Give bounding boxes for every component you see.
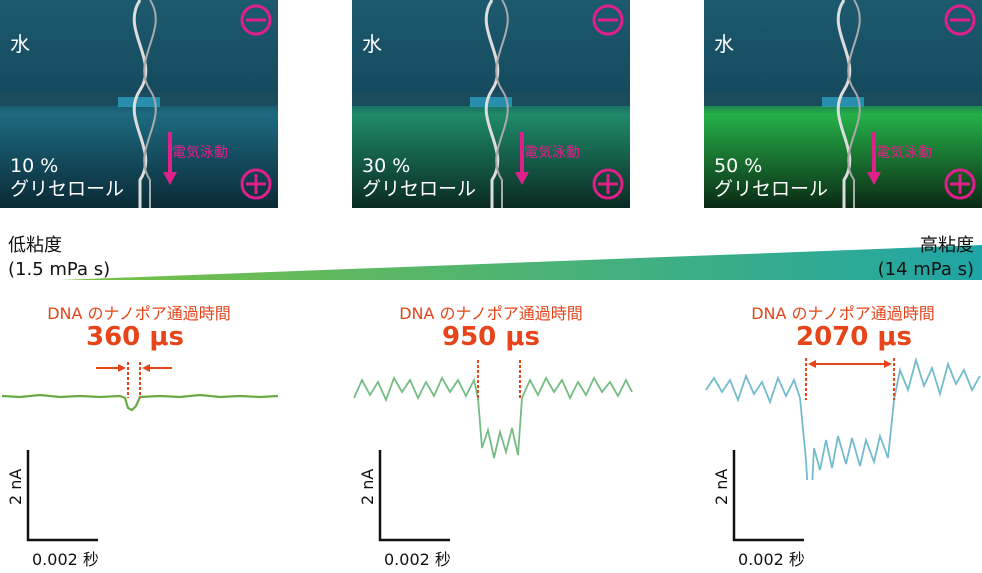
trace-title: DNA のナノポア通過時間 bbox=[751, 304, 935, 323]
panel-50pct: 水 50 % グリセロール 電気泳動 bbox=[704, 0, 982, 208]
trace-title: DNA のナノポア通過時間 bbox=[47, 304, 231, 323]
water-label: 水 bbox=[714, 32, 734, 56]
translocation-time: 360 μs bbox=[86, 322, 184, 352]
low-viscosity-label: 低粘度 (1.5 mPa s) bbox=[8, 235, 111, 280]
glycerol-concentration: 50 % グリセロール bbox=[714, 155, 829, 200]
trace-title: DNA のナノポア通過時間 bbox=[399, 304, 583, 323]
nanopore-illustration bbox=[0, 0, 278, 208]
translocation-time: 2070 μs bbox=[796, 322, 913, 352]
translocation-time: 950 μs bbox=[442, 322, 540, 352]
trace-line-3 bbox=[705, 356, 981, 480]
trace-line-2 bbox=[353, 375, 633, 459]
scale-bars bbox=[26, 450, 804, 542]
trace-line-1 bbox=[1, 393, 279, 412]
electrophoresis-label: 電気泳動 bbox=[172, 145, 228, 161]
water-label: 水 bbox=[10, 32, 30, 56]
scale-x-label: 0.002 秒 bbox=[32, 550, 99, 569]
electrophoresis-label: 電気泳動 bbox=[876, 145, 932, 161]
nanopore-illustration bbox=[704, 0, 982, 208]
panel-30pct: 水 30 % グリセロール 電気泳動 bbox=[352, 0, 630, 208]
scale-y-label: 2 nA bbox=[712, 468, 731, 505]
high-viscosity-label: 高粘度 (14 mPa s) bbox=[877, 235, 974, 280]
current-traces bbox=[1, 356, 981, 480]
panel-10pct: 水 10 % グリセロール 電気泳動 bbox=[0, 0, 278, 208]
glycerol-concentration: 30 % グリセロール bbox=[362, 155, 477, 200]
electrophoresis-label: 電気泳動 bbox=[524, 145, 580, 161]
nanopore-illustration bbox=[352, 0, 630, 208]
water-label: 水 bbox=[362, 32, 382, 56]
scale-x-label: 0.002 秒 bbox=[738, 550, 805, 569]
viscosity-wedge bbox=[60, 245, 982, 280]
scale-x-label: 0.002 秒 bbox=[384, 550, 451, 569]
glycerol-concentration: 10 % グリセロール bbox=[10, 155, 125, 200]
scale-y-label: 2 nA bbox=[358, 468, 377, 505]
scale-y-label: 2 nA bbox=[6, 468, 25, 505]
